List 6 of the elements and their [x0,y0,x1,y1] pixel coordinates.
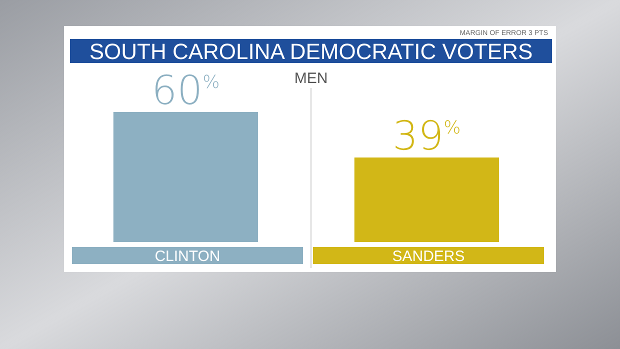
data-label: 39$^{%}$ [392,114,461,160]
x-tick-label: SANDERS [392,248,465,265]
x-tick-label: CLINTON [154,248,220,265]
chart-title: SOUTH CAROLINA DEMOCRATIC VOTERS [89,39,533,64]
data-label: 60$^{%}$ [152,68,220,114]
chart-subtitle: MEN [294,70,328,87]
